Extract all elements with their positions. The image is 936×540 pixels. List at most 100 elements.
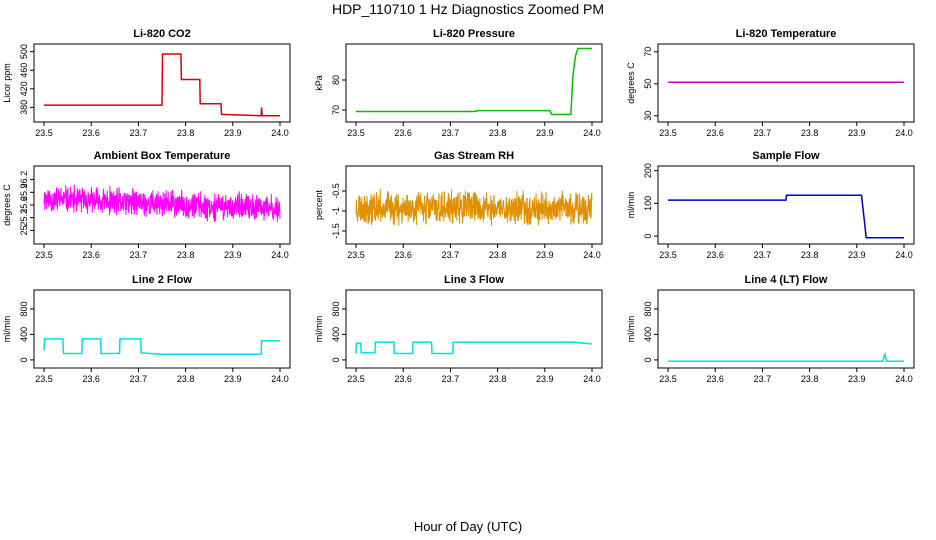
figure-title: HDP_110710 1 Hz Diagnostics Zoomed PM xyxy=(332,1,604,17)
x-tick-label: 23.5 xyxy=(347,128,365,138)
panel-title: Ambient Box Temperature xyxy=(94,150,231,162)
y-tick-label: 800 xyxy=(643,301,653,316)
plot-frame xyxy=(345,43,603,123)
panel-8: Line 3 Flow ml/min 23.5 23.6 23.7 23.8 23.9 24.… xyxy=(314,274,603,384)
y-tick-label: 800 xyxy=(331,301,341,316)
y-axis-label: ml/min xyxy=(626,316,636,343)
x-tick-label: 23.7 xyxy=(442,128,460,138)
y-tick-label: -1.5 xyxy=(331,223,341,239)
x-tick-label: 23.9 xyxy=(536,374,554,384)
panel-title: Line 3 Flow xyxy=(444,274,504,286)
x-tick-label: 23.5 xyxy=(347,250,365,260)
x-tick-label: 23.5 xyxy=(659,250,677,260)
panel-7: Line 2 Flow ml/min 23.5 23.6 23.7 23.8 23.9 24.… xyxy=(2,274,291,384)
x-tick-label: 24.0 xyxy=(583,374,601,384)
y-tick-label: 30 xyxy=(643,111,653,121)
x-tick-label: 23.8 xyxy=(489,374,507,384)
x-tick-label: 24.0 xyxy=(583,250,601,260)
panel-4: Ambient Box Temperature degrees C 23.5 23.6… xyxy=(2,150,291,260)
series-line xyxy=(43,338,280,355)
x-tick-label: 23.8 xyxy=(801,250,819,260)
y-tick-label: 25.6 xyxy=(19,196,29,214)
y-tick-label: 400 xyxy=(643,327,653,342)
plot-frame xyxy=(345,289,603,369)
x-tick-label: 23.7 xyxy=(754,374,772,384)
x-tick-label: 23.8 xyxy=(801,128,819,138)
x-tick-label: 23.8 xyxy=(177,128,195,138)
y-axis-label: ml/min xyxy=(2,316,12,343)
panel-title: Gas Stream RH xyxy=(434,150,514,162)
panel-5: Gas Stream RH percent 23.5 23.6 23.7 23.8 23.9… xyxy=(314,150,603,260)
x-tick-label: 23.9 xyxy=(224,128,242,138)
panel-title: Li-820 Temperature xyxy=(736,28,837,40)
x-tick-label: 24.0 xyxy=(895,128,913,138)
panel-1: Li-820 CO2 Licor ppm 23.5 23.6 23.7 23.8 23.9 2… xyxy=(2,28,291,138)
x-tick-label: 24.0 xyxy=(895,250,913,260)
x-tick-label: 24.0 xyxy=(271,128,289,138)
panel-6: Sample Flow ml/min 23.5 23.6 23.7 23.8 23.9 24.… xyxy=(626,150,915,260)
y-tick-label: -0.5 xyxy=(331,183,341,199)
y-tick-label: 0 xyxy=(19,357,29,362)
y-tick-label: 0 xyxy=(643,357,653,362)
panels-group: Li-820 CO2 Licor ppm 23.5 23.6 23.7 23.8 23.9 2… xyxy=(2,28,915,384)
y-tick-label: 200 xyxy=(643,163,653,178)
x-tick-label: 23.9 xyxy=(536,250,554,260)
x-tick-label: 23.8 xyxy=(801,374,819,384)
y-tick-label: 400 xyxy=(19,327,29,342)
series-line xyxy=(355,341,593,355)
x-tick-label: 23.6 xyxy=(394,374,412,384)
x-tick-label: 24.0 xyxy=(895,374,913,384)
x-tick-label: 23.9 xyxy=(848,250,866,260)
x-tick-label: 23.8 xyxy=(489,250,507,260)
x-tick-label: 23.9 xyxy=(848,374,866,384)
x-tick-label: 23.7 xyxy=(442,374,460,384)
y-axis-label: degrees C xyxy=(626,62,636,104)
x-axis-label: Hour of Day (UTC) xyxy=(414,519,522,534)
x-tick-label: 23.5 xyxy=(659,128,677,138)
panel-9: Line 4 (LT) Flow ml/min 23.5 23.6 23.7 23.8 23… xyxy=(626,274,915,384)
x-tick-label: 23.6 xyxy=(394,250,412,260)
panel-title: Line 2 Flow xyxy=(132,274,192,286)
y-tick-label: 0 xyxy=(643,234,653,239)
plot-frame xyxy=(33,289,291,369)
y-tick-label: 400 xyxy=(331,327,341,342)
x-tick-label: 23.6 xyxy=(82,128,100,138)
y-axis-label: kPa xyxy=(314,75,324,91)
x-tick-label: 23.7 xyxy=(754,250,772,260)
x-tick-label: 23.7 xyxy=(130,374,148,384)
series-line xyxy=(356,47,592,116)
y-axis-label: Licor ppm xyxy=(2,63,12,103)
y-tick-label: 420 xyxy=(19,81,29,96)
x-tick-label: 24.0 xyxy=(583,128,601,138)
series-line xyxy=(668,351,904,362)
x-tick-label: 23.5 xyxy=(35,374,53,384)
x-tick-label: 23.7 xyxy=(442,250,460,260)
y-tick-label: 0 xyxy=(331,357,341,362)
y-tick-label: 50 xyxy=(643,79,653,89)
y-axis-label: ml/min xyxy=(314,316,324,343)
x-tick-label: 23.8 xyxy=(177,250,195,260)
x-tick-label: 23.5 xyxy=(659,374,677,384)
y-tick-label: 25 xyxy=(19,225,29,235)
x-tick-label: 23.9 xyxy=(224,250,242,260)
x-tick-label: 23.6 xyxy=(706,374,724,384)
x-tick-label: 23.5 xyxy=(35,250,53,260)
x-tick-label: 23.6 xyxy=(706,128,724,138)
x-tick-label: 23.6 xyxy=(82,250,100,260)
series-line xyxy=(44,53,280,117)
y-axis-label: degrees C xyxy=(2,184,12,226)
panel-title: Li-820 Pressure xyxy=(433,28,515,40)
x-tick-label: 23.9 xyxy=(224,374,242,384)
y-tick-label: 80 xyxy=(331,75,341,85)
panel-2: Li-820 Pressure kPa 23.5 23.6 23.7 23.8 23.9 24… xyxy=(314,28,603,138)
plot-frame xyxy=(657,165,915,245)
y-tick-label: 500 xyxy=(19,44,29,59)
panel-title: Li-820 CO2 xyxy=(133,28,190,40)
x-tick-label: 24.0 xyxy=(271,374,289,384)
y-axis-label: ml/min xyxy=(626,192,636,219)
plot-frame xyxy=(657,289,915,369)
y-tick-label: 380 xyxy=(19,100,29,115)
panel-3: Li-820 Temperature degrees C 23.5 23.6 23.7 2… xyxy=(626,28,915,138)
y-tick-label: 70 xyxy=(643,47,653,57)
